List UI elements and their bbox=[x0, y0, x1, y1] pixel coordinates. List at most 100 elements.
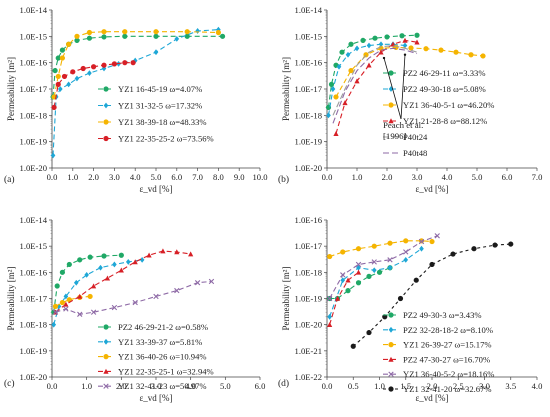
annotation-arrow bbox=[383, 57, 402, 120]
x-axis-label: ε_vd [%] bbox=[415, 184, 448, 194]
panel-label: (b) bbox=[278, 174, 289, 185]
data-point bbox=[122, 33, 128, 39]
data-point bbox=[340, 272, 346, 278]
series-line bbox=[332, 47, 418, 124]
data-point bbox=[66, 41, 72, 47]
legend-item: YZ1 26-39-27 ω=15.17% bbox=[383, 340, 492, 350]
data-point bbox=[118, 267, 124, 273]
panel-label: (a) bbox=[4, 174, 15, 185]
data-point bbox=[153, 29, 159, 35]
data-point bbox=[366, 62, 372, 68]
data-point bbox=[414, 32, 420, 38]
y-tick-label: 1.0E-17 bbox=[20, 294, 48, 304]
data-point bbox=[342, 100, 348, 106]
data-point bbox=[52, 67, 58, 74]
data-point bbox=[153, 293, 159, 300]
legend-marker bbox=[388, 356, 394, 362]
data-point bbox=[98, 264, 103, 271]
data-point bbox=[366, 42, 372, 49]
series-6 bbox=[332, 47, 418, 124]
data-point bbox=[384, 34, 390, 40]
annotation-arrowhead bbox=[382, 56, 386, 60]
legend: PZ2 46-29-11 ω=3.33% PZ2 49-30-18 ω=5.08%… bbox=[383, 68, 494, 158]
data-point bbox=[403, 256, 409, 263]
series-1 bbox=[325, 32, 420, 111]
data-point bbox=[366, 329, 372, 336]
panel-label: (c) bbox=[4, 378, 15, 389]
legend-marker bbox=[103, 383, 109, 389]
series-3 bbox=[51, 29, 221, 100]
y-tick-label: 1.0E-22 bbox=[295, 372, 322, 382]
data-point bbox=[54, 283, 60, 289]
x-tick-label: 0.0 bbox=[322, 381, 333, 391]
y-tick-label: 1.0E-19 bbox=[295, 294, 322, 304]
x-tick-label: 8.0 bbox=[213, 172, 224, 182]
y-tick-label: 1.0E-16 bbox=[20, 58, 48, 68]
legend-item: PZ2 46-29-21-2 ω=0.58% bbox=[98, 322, 208, 332]
series-line bbox=[329, 240, 433, 258]
legend-label: YZ1 32-41-20 ω=32.67% bbox=[403, 384, 492, 394]
series-line bbox=[53, 259, 143, 325]
data-point bbox=[184, 29, 190, 35]
x-axis-label: ε_vd [%] bbox=[415, 393, 448, 403]
legend-item: YZ1 36-40-5-2 ω=18.16% bbox=[383, 369, 494, 379]
series-5 bbox=[52, 278, 215, 317]
x-tick-label: 2.0 bbox=[116, 381, 127, 391]
y-tick-label: 1.0E-18 bbox=[295, 110, 322, 120]
legend-item: PZ2 32-28-18-2 ω=8.10% bbox=[383, 325, 493, 335]
annotation-text: Peach et al. bbox=[383, 120, 423, 130]
data-point bbox=[101, 29, 107, 35]
x-tick-label: 4.0 bbox=[185, 381, 196, 391]
data-point bbox=[418, 238, 425, 245]
legend-item: YZ1 32-41-20 ω=32.67% bbox=[383, 384, 492, 394]
data-point bbox=[348, 67, 354, 74]
x-tick-label: 0.0 bbox=[47, 172, 58, 182]
data-point bbox=[51, 321, 57, 328]
data-point bbox=[208, 278, 215, 285]
data-point bbox=[80, 65, 86, 72]
data-point bbox=[438, 47, 444, 53]
legend-label: YZ1 16-45-19 ω=4.07% bbox=[118, 84, 202, 94]
data-point bbox=[371, 267, 377, 274]
series-2 bbox=[51, 256, 145, 328]
data-point bbox=[125, 259, 131, 265]
legend-label: YZ1 31-32-5 ω=17.32% bbox=[118, 101, 202, 111]
data-point bbox=[118, 252, 124, 258]
data-point bbox=[74, 33, 80, 39]
data-point bbox=[130, 60, 136, 66]
data-point bbox=[387, 264, 393, 271]
data-point bbox=[77, 293, 83, 299]
x-tick-label: 9.0 bbox=[234, 172, 245, 182]
x-tick-label: 4.0 bbox=[130, 172, 141, 182]
legend-label: YZ1 38-39-18 ω=48.33% bbox=[118, 117, 207, 127]
data-point bbox=[345, 288, 351, 294]
legend-label: YZ1 21-28-8 ω=88.12% bbox=[403, 116, 487, 126]
series-line bbox=[332, 44, 418, 116]
data-point bbox=[87, 254, 93, 260]
y-axis-label: Permeability [m²] bbox=[6, 267, 16, 331]
data-point bbox=[355, 246, 362, 252]
x-tick-label: 7.0 bbox=[192, 172, 203, 182]
series-5 bbox=[332, 44, 418, 116]
data-point bbox=[348, 41, 354, 47]
x-tick-label: 3.5 bbox=[505, 381, 516, 391]
series-1 bbox=[327, 265, 393, 302]
data-point bbox=[63, 301, 69, 307]
x-tick-label: 3.0 bbox=[151, 381, 162, 391]
legend-marker bbox=[388, 371, 394, 377]
legend-item: YZ1 32-41-23 ω=50.97% bbox=[98, 381, 207, 391]
series-line bbox=[55, 250, 191, 313]
legend-label: P40t48 bbox=[403, 148, 427, 158]
legend-marker bbox=[103, 86, 109, 92]
x-tick-label: 1.0 bbox=[67, 172, 78, 182]
y-tick-label: 1.0E-19 bbox=[20, 137, 47, 147]
data-point bbox=[397, 295, 404, 302]
data-point bbox=[350, 343, 356, 349]
data-point bbox=[326, 295, 333, 302]
data-point bbox=[334, 295, 341, 301]
series-line bbox=[352, 243, 511, 347]
data-point bbox=[122, 60, 128, 66]
data-point bbox=[363, 52, 369, 58]
legend-label: YZ1 32-41-23 ω=50.97% bbox=[118, 381, 207, 391]
data-point bbox=[174, 287, 180, 294]
